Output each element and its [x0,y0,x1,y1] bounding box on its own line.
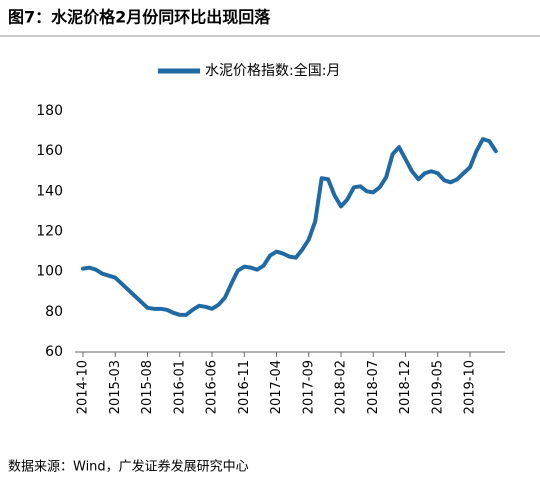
source-note: 数据来源：Wind，广发证券发展研究中心 [8,459,249,475]
x-tick-label: 2016-11 [237,360,252,414]
x-tick-label: 2018-12 [398,360,413,414]
legend-label: 水泥价格指数:全国:月 [205,62,340,79]
y-tick-label: 180 [36,103,63,119]
y-tick-label: 100 [36,264,63,280]
y-tick-label: 80 [45,304,63,320]
y-tick-label: 140 [36,183,63,199]
y-tick-label: 60 [45,344,63,360]
chart-title: 图7：水泥价格2月份同环比出现回落 [8,8,271,27]
x-tick-label: 2018-02 [334,360,349,414]
x-tick-label: 2019-05 [430,360,445,414]
y-tick-label: 120 [36,224,63,240]
x-tick-label: 2017-09 [301,360,316,414]
x-tick-label: 2015-03 [108,360,123,414]
x-tick-label: 2014-10 [76,360,91,414]
line-series [81,137,498,317]
x-tick-label: 2016-01 [172,360,187,414]
x-tick-label: 2017-04 [269,360,284,414]
x-tick-label: 2019-10 [463,360,478,414]
x-tick-label: 2018-07 [366,360,381,414]
x-tick-label: 2016-06 [205,360,220,414]
x-tick-label: 2015-08 [140,360,155,414]
y-tick-label: 160 [36,143,63,159]
